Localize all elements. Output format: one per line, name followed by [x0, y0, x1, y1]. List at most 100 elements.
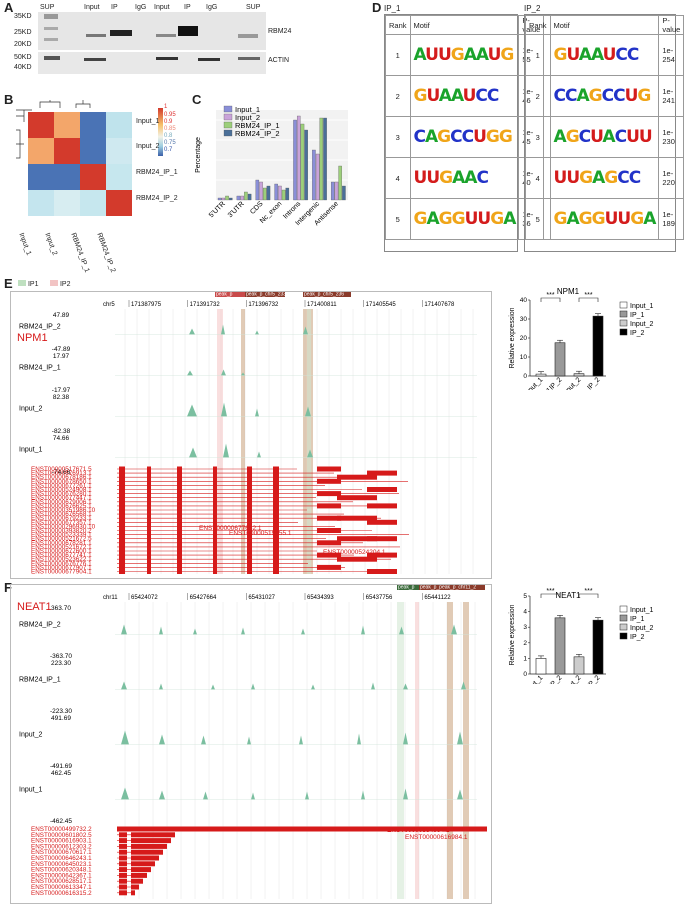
exon	[317, 528, 341, 533]
bar-input-2-0	[221, 197, 226, 201]
exon	[147, 511, 151, 517]
signal-peak	[451, 624, 457, 635]
peak-highlight	[397, 602, 404, 899]
track-max: 47.89	[53, 312, 70, 319]
exon	[273, 564, 279, 570]
transcript-label: ENST00000677907.1	[31, 564, 92, 571]
chrom-label: chr5	[103, 302, 115, 308]
signal-peak	[255, 408, 259, 417]
exon	[147, 470, 151, 476]
signal-peak	[301, 628, 305, 635]
exon	[213, 544, 217, 550]
exon	[213, 482, 217, 488]
signal-peak	[251, 683, 255, 690]
signal-peak	[241, 372, 245, 376]
ip1-swatch	[18, 280, 26, 286]
expression-bar-1	[554, 342, 566, 377]
exon	[177, 548, 182, 554]
exon	[337, 474, 377, 480]
exon	[273, 487, 279, 492]
ruler-label: 171400811	[307, 302, 337, 308]
motif-logo: GAGGUUGA	[549, 198, 660, 240]
track-name: Input_1	[19, 446, 42, 453]
motif-pvalue: 1e-220	[658, 157, 685, 199]
exon	[147, 507, 151, 513]
exon	[273, 540, 279, 546]
exon	[119, 507, 125, 513]
exon	[147, 536, 151, 542]
signal-peak	[159, 626, 163, 635]
exon	[367, 519, 397, 525]
exon	[317, 503, 341, 509]
bar-input-1-4	[293, 119, 297, 201]
exon	[131, 878, 143, 884]
exon	[177, 507, 182, 513]
transcript-label: ENST00000676568.1	[31, 511, 92, 518]
panel-label-d: D	[372, 0, 382, 15]
bar-rbm24-ip-2-3	[285, 187, 290, 201]
y-axis-label: Relative expression	[509, 604, 516, 665]
exon	[131, 849, 163, 855]
track-name: Input_2	[19, 405, 42, 412]
signal-peak	[223, 443, 229, 458]
exon	[273, 470, 279, 476]
legend-label: Input_2	[630, 321, 653, 328]
signal-peak	[305, 406, 311, 417]
exon	[177, 478, 182, 484]
transcript-label: ENST00000616315.2	[31, 890, 92, 897]
exon	[177, 511, 182, 517]
exon	[367, 569, 397, 574]
transcript-label: ENST00000642367.1	[31, 872, 92, 879]
legend-label: IP_2	[630, 634, 645, 641]
exon	[119, 515, 125, 521]
y-tick-label: 30	[520, 316, 528, 323]
exon	[213, 487, 217, 492]
exon	[273, 466, 279, 472]
motif-logo: GUAAUCC	[409, 75, 520, 117]
inline-transcript-label: ENST00000616984.1	[405, 834, 468, 841]
transcript-label: ENST00000679233.1	[31, 515, 92, 522]
exon	[273, 569, 279, 574]
y-tick-label: 10	[520, 354, 528, 361]
bar-rbm24-ip-1-4	[300, 123, 305, 201]
motif-row: 4 UUGAAC 1e-40	[385, 157, 545, 199]
motif-pvalue: 1e-254	[658, 34, 685, 76]
peak-box	[215, 292, 245, 297]
exon	[247, 515, 252, 521]
protein-rbm24: RBM24	[268, 28, 292, 35]
exon	[119, 523, 125, 529]
peak-box	[419, 585, 485, 590]
motif-row: 2 CCAGCCUG 1e-241	[525, 75, 685, 117]
chart-title: NPM1	[557, 287, 580, 296]
legend-swatch	[223, 105, 233, 113]
exon	[147, 544, 151, 550]
exon	[273, 495, 279, 501]
exon	[273, 544, 279, 550]
track-name: Input_1	[19, 786, 42, 793]
transcript-label: ENST00000678186.1	[31, 474, 92, 481]
transcript-label: ENST00000521672.1	[31, 544, 92, 551]
peak-box	[245, 292, 285, 297]
peak-label: peak_p_chr5_236	[304, 292, 344, 298]
exon	[119, 503, 125, 509]
exon	[247, 552, 252, 558]
significance-mark: ***	[584, 292, 592, 299]
exon	[273, 478, 279, 484]
exon	[177, 564, 182, 570]
legend-swatch	[619, 623, 628, 631]
exon	[119, 849, 127, 855]
y-tick-label: 3	[523, 624, 527, 631]
motif-pvalue: 1e-189	[658, 198, 685, 240]
motif-rank: 2	[525, 75, 551, 117]
exon	[247, 556, 252, 562]
track-max: 74.66	[53, 435, 70, 442]
peak-highlight	[217, 309, 223, 574]
transcript-label: ENST00000676776.1	[31, 560, 92, 567]
x-category-label: Input_1	[523, 674, 545, 684]
track-min: -363.70	[50, 653, 72, 660]
significance-mark: ***	[546, 588, 554, 595]
exon	[247, 470, 252, 476]
exon	[317, 564, 341, 570]
exon	[247, 507, 252, 513]
